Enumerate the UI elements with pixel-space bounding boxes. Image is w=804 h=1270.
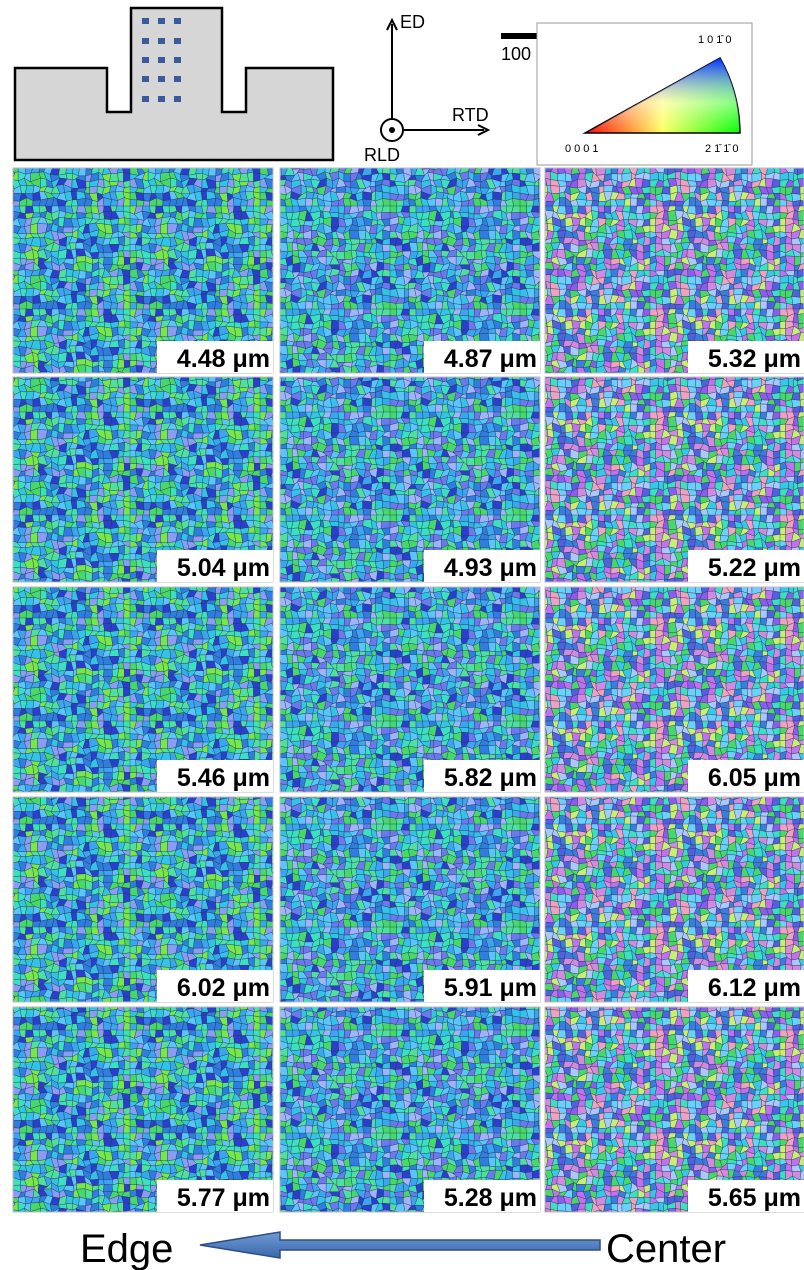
out-of-plane-dot [389,127,395,133]
grain-size-label: 4.87 μm [444,345,537,373]
grain-size-label: 4.93 μm [444,554,537,582]
grain-size-label: 5.28 μm [444,1184,537,1212]
specimen [15,8,333,160]
grain-size-label: 5.22 μm [708,554,801,582]
grain-size-label: 4.48 μm [177,345,270,373]
ipf-label: 0001 [565,143,601,155]
axis-label: ED [400,12,425,32]
grain-size-label: 5.04 μm [177,554,270,582]
grain-size-label: 6.05 μm [708,764,801,792]
ipf-label: 21̄1̄0 [705,143,741,155]
grain-size-label: 6.02 μm [177,974,270,1002]
grain-size-label: 6.12 μm [708,974,801,1002]
axis-label: RTD [452,105,489,125]
grain-size-label: 5.91 μm [444,974,537,1002]
figure: ED RTD RLD 100 μm 0001 21̄1̄0 101̄0 4.48… [0,0,804,1270]
ipf-label: 101̄0 [698,34,734,46]
grain-size-label: 5.32 μm [708,345,801,373]
grain-size-label: 5.46 μm [177,764,270,792]
edge-label: Edge [80,1227,173,1270]
grain-size-label: 5.77 μm [177,1184,270,1212]
center-label: Center [606,1227,726,1270]
grain-size-label: 5.82 μm [444,764,537,792]
map-grid: 4.48 μm 4.87 μm 5.32 μm 5.04 μm 4.93 μm 5.22 … [13,168,804,1212]
axis-label: RLD [364,145,400,165]
direction-arrow [200,1232,600,1258]
grain-size-label: 5.65 μm [708,1184,801,1212]
